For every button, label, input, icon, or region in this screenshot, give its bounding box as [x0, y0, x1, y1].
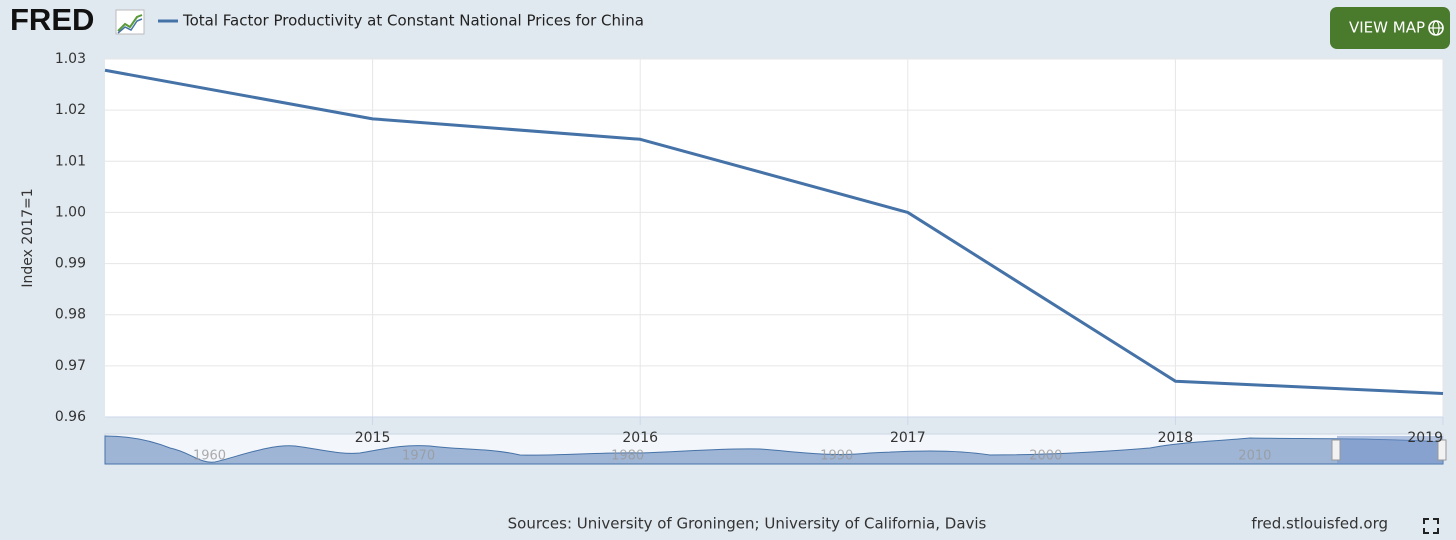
y-tick-label: 0.97 [55, 358, 86, 374]
navigator-tick-label: 1980 [611, 449, 644, 464]
fullscreen-icon[interactable] [1423, 518, 1439, 534]
y-tick-label: 0.98 [55, 307, 86, 323]
y-tick-label: 0.96 [55, 409, 86, 425]
navigator-tick-label: 1960 [193, 449, 226, 464]
logo-icon [115, 9, 145, 35]
y-axis-label: Index 2017=1 [20, 188, 36, 287]
y-tick-label: 1.02 [55, 102, 86, 118]
navigator-tick-label: 2000 [1029, 449, 1062, 464]
navigator-tick-label: 2010 [1238, 449, 1271, 464]
button-label[interactable]: VIEW MAP [1349, 19, 1425, 37]
navigator [104, 433, 1447, 465]
y-tick-label: 1.00 [55, 204, 86, 220]
x-tick-label: 2015 [355, 430, 391, 446]
legend-label: Total Factor Productivity at Constant Na… [182, 12, 644, 30]
view-map-button[interactable]: VIEW MAP [1330, 7, 1450, 49]
site: fred.stlouisfed.org [1251, 515, 1388, 533]
x-tick-label: 2016 [622, 430, 658, 446]
y-tick-label: 1.01 [55, 153, 86, 169]
navigator-tick-label: 1990 [820, 449, 853, 464]
x-tick-label: 2018 [1158, 430, 1194, 446]
data-line [104, 68, 1444, 395]
plot-area [105, 59, 1443, 417]
y-tick-label: 0.99 [55, 256, 86, 272]
x-tick-label: 2019 [1407, 430, 1443, 446]
navigator-tick-label: 1970 [402, 449, 435, 464]
y-tick-label: 1.03 [55, 51, 86, 67]
logo: FRED [10, 2, 94, 37]
x-tick-label: 2017 [890, 430, 926, 446]
source: Sources: University of Groningen; Univer… [508, 515, 987, 533]
